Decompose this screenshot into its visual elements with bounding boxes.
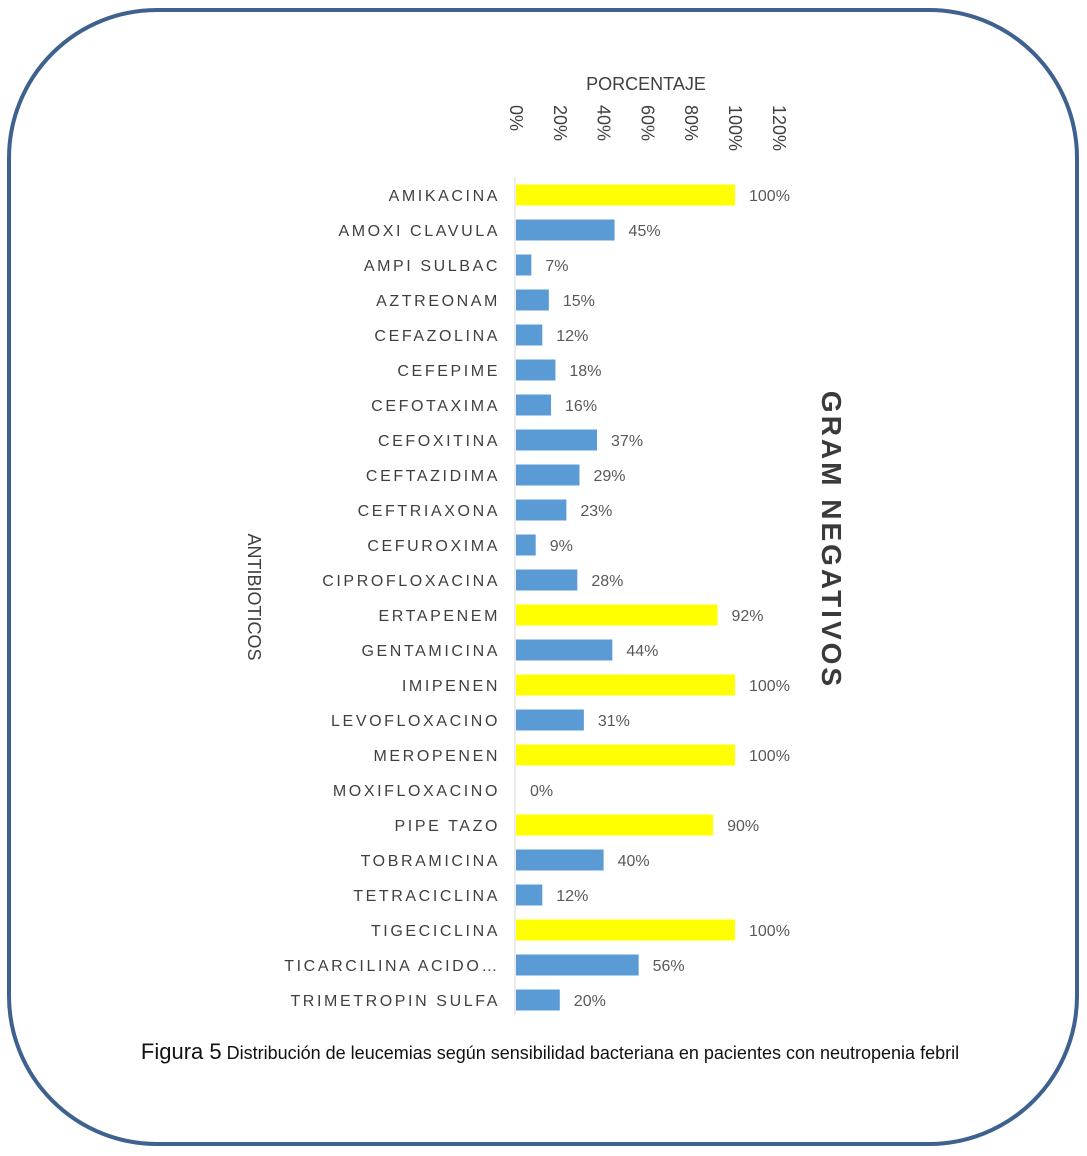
data-label: 100%	[749, 923, 790, 940]
data-label: 40%	[618, 853, 650, 870]
rounded-frame	[7, 8, 1079, 1146]
x-tick-label: 40%	[594, 105, 614, 141]
category-label: GENTAMICINA	[361, 643, 500, 660]
category-label: MOXIFLOXACINO	[333, 783, 500, 800]
bar	[516, 709, 584, 731]
figure-label: Figura 5	[140, 1039, 222, 1064]
bar	[516, 639, 613, 661]
category-label: LEVOFLOXACINO	[331, 713, 500, 730]
bar	[516, 534, 536, 556]
x-axis-title: PORCENTAJE	[586, 74, 706, 94]
data-label: 12%	[556, 888, 588, 905]
bar	[516, 464, 580, 486]
category-label: CEFOTAXIMA	[371, 398, 500, 415]
category-label: TRIMETROPIN SULFA	[290, 993, 500, 1010]
category-label: AMPI SULBAC	[364, 258, 500, 275]
category-label: CEFEPIME	[397, 363, 500, 380]
bar	[516, 884, 543, 906]
data-label: 0%	[530, 783, 553, 800]
bar	[516, 604, 718, 626]
bar	[516, 289, 549, 311]
category-label: CEFAZOLINA	[374, 328, 500, 345]
bar	[516, 989, 560, 1011]
data-label: 45%	[629, 223, 661, 240]
category-labels: AMIKACINA AMOXI CLAVULA AMPI SULBAC AZTREON…	[284, 188, 501, 1010]
bar	[516, 359, 556, 381]
bar	[516, 394, 552, 416]
data-label: 29%	[594, 468, 626, 485]
data-label: 100%	[749, 678, 790, 695]
data-label: 12%	[556, 328, 588, 345]
chart-title: GRAM NEGATIVOS	[816, 391, 847, 689]
category-label: AZTREONAM	[376, 293, 500, 310]
category-label: ERTAPENEM	[379, 608, 501, 625]
bar	[516, 499, 567, 521]
data-label: 44%	[626, 643, 658, 660]
data-label: 90%	[727, 818, 759, 835]
data-label: 56%	[653, 958, 685, 975]
category-label: TICARCILINA ACIDO…	[284, 958, 500, 975]
category-label: IMIPENEN	[402, 678, 500, 695]
x-tick-label: 100%	[725, 105, 745, 151]
data-label: 31%	[598, 713, 630, 730]
bar	[516, 744, 735, 766]
bars-group	[516, 184, 735, 1011]
category-label: AMOXI CLAVULA	[338, 223, 500, 240]
bar	[516, 254, 532, 276]
data-label: 100%	[749, 748, 790, 765]
data-label: 37%	[611, 433, 643, 450]
category-label: AMIKACINA	[389, 188, 500, 205]
category-label: CEFOXITINA	[378, 433, 500, 450]
data-label: 9%	[550, 538, 573, 555]
data-label: 7%	[545, 258, 568, 275]
value-labels: 100% 45% 7% 15% 12% 18% 16% 37% 29% 23% 9% 28% 92% 44…	[530, 188, 790, 1010]
bar	[516, 919, 735, 941]
bar	[516, 814, 714, 836]
bar	[516, 954, 639, 976]
figure-caption: Figura 5 Distribución de leucemias según…	[60, 1038, 1040, 1067]
data-label: 15%	[563, 293, 595, 310]
bar	[516, 849, 604, 871]
x-tick-label: 0%	[506, 105, 526, 131]
x-tick-label: 60%	[637, 105, 657, 141]
category-label: TETRACICLINA	[353, 888, 500, 905]
data-label: 16%	[565, 398, 597, 415]
data-label: 100%	[749, 188, 790, 205]
x-tick-label: 80%	[681, 105, 701, 141]
caption-text: Distribución de leucemias según sensibil…	[226, 1043, 960, 1063]
category-label: TOBRAMICINA	[361, 853, 500, 870]
bar	[516, 429, 598, 451]
x-axis-ticks: 0% 20% 40% 60% 80% 100% 120%	[506, 105, 789, 151]
category-label: TIGECICLINA	[371, 923, 500, 940]
y-axis-title: ANTIBIOTICOS	[244, 533, 264, 660]
data-label: 18%	[569, 363, 601, 380]
data-label: 28%	[591, 573, 623, 590]
x-tick-label: 20%	[550, 105, 570, 141]
category-label: MEROPENEN	[373, 748, 500, 765]
bar	[516, 324, 543, 346]
bar	[516, 184, 735, 206]
x-tick-label: 120%	[769, 105, 789, 151]
bar	[516, 569, 578, 591]
data-label: 23%	[580, 503, 612, 520]
bar	[516, 674, 735, 696]
category-label: CEFTRIAXONA	[358, 503, 500, 520]
category-label: CEFUROXIMA	[367, 538, 500, 555]
category-label: CIPROFLOXACINA	[322, 573, 500, 590]
bar-chart: PORCENTAJE 0% 20% 40% 60% 80% 100% 120% AMIKAC…	[244, 74, 847, 1015]
data-label: 20%	[574, 993, 606, 1010]
bar	[516, 219, 615, 241]
category-label: PIPE TAZO	[395, 818, 501, 835]
category-label: CEFTAZIDIMA	[366, 468, 500, 485]
data-label: 92%	[731, 608, 763, 625]
